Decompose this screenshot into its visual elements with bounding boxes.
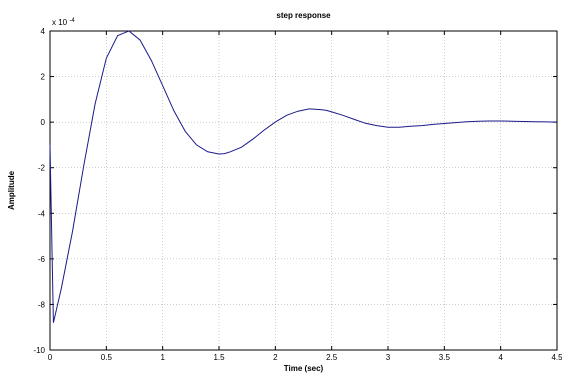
y-tick-label: 0 — [41, 118, 46, 127]
y-tick-label: 2 — [41, 73, 46, 82]
x-tick-label: 2 — [273, 353, 278, 362]
y-tick-label: -8 — [38, 300, 46, 309]
x-tick-label: 1.5 — [213, 353, 225, 362]
chart-title: step response — [276, 11, 331, 20]
x-tick-label: 1 — [160, 353, 165, 362]
y-exponent-label: x 10 -4 — [52, 18, 75, 27]
x-tick-label: 0 — [48, 353, 53, 362]
x-tick-label: 3.5 — [439, 353, 451, 362]
y-axis-label: Amplitude — [7, 170, 16, 210]
exponent-power: -4 — [69, 18, 75, 24]
y-tick-label: -2 — [38, 164, 46, 173]
grid-lines — [50, 31, 557, 350]
x-tick-label: 4.5 — [551, 353, 562, 362]
plot-frame — [49, 30, 558, 351]
x-tick-label: 3 — [386, 353, 391, 362]
y-tick-label: -6 — [38, 255, 46, 264]
x-tick-label: 2.5 — [326, 353, 338, 362]
axis-ticks: 0 0.5 1 1.5 2 2.5 3 3.5 4 4.5 4 2 0 -2 -4 -6 -8 -10 — [33, 27, 562, 362]
x-tick-label: 0.5 — [101, 353, 113, 362]
exponent-base: x 10 — [52, 18, 68, 27]
x-axis-label: Time (sec) — [284, 364, 324, 373]
x-tick-label: 4 — [498, 353, 503, 362]
response-line — [49, 30, 558, 323]
y-tick-label: -4 — [38, 209, 46, 218]
y-tick-label: 4 — [41, 27, 46, 36]
y-tick-label: -10 — [33, 346, 45, 355]
